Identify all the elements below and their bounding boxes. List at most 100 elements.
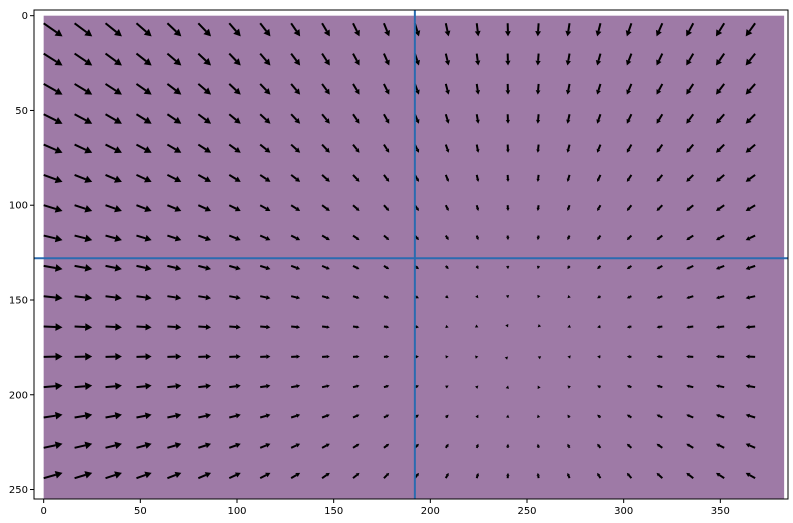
arrow <box>228 143 241 153</box>
arrow-shaft <box>321 444 328 449</box>
arrow <box>536 472 540 479</box>
arrow <box>260 324 271 330</box>
arrow-shaft <box>597 53 602 62</box>
arrow-shaft <box>260 385 267 389</box>
arrow-head <box>114 264 122 272</box>
arrow-shaft <box>228 52 237 62</box>
arrow-shaft <box>659 385 663 389</box>
arrow-head <box>686 177 691 182</box>
arrow <box>537 356 542 360</box>
arrow-head <box>475 294 479 299</box>
arrow-head <box>715 58 722 66</box>
arrow <box>228 204 241 212</box>
arrow <box>383 174 390 182</box>
arrow-head <box>505 323 509 328</box>
arrow <box>745 354 756 359</box>
arrow-head <box>324 118 330 124</box>
arrow-head <box>686 354 690 359</box>
arrow-head <box>566 149 571 153</box>
arrow-shaft <box>105 234 116 240</box>
arrow-head <box>144 234 152 242</box>
arrow <box>597 295 601 299</box>
arrow-head <box>626 472 631 477</box>
arrow <box>686 384 694 389</box>
arrow-shaft <box>567 235 571 238</box>
arrow-shaft <box>749 385 756 389</box>
arrow <box>259 413 271 419</box>
arrow <box>74 471 93 480</box>
arrow-shaft <box>719 325 725 329</box>
arrow-head <box>145 294 152 301</box>
arrow <box>229 383 241 389</box>
arrow <box>105 471 122 480</box>
arrow-head <box>656 207 661 211</box>
arrow-head <box>415 443 419 448</box>
arrow-head <box>235 235 241 241</box>
arrow <box>686 234 694 241</box>
arrow-head <box>235 294 241 300</box>
arrow-head <box>385 443 390 447</box>
arrow-shaft <box>475 144 479 150</box>
arrow <box>626 325 632 329</box>
arrow <box>656 83 664 95</box>
arrow-shaft <box>627 22 633 32</box>
arrow-shaft <box>228 83 237 92</box>
axes-frame <box>33 9 789 500</box>
arrow-head <box>384 29 391 37</box>
arrow <box>197 174 212 182</box>
arrow <box>352 472 360 479</box>
arrow-shaft <box>749 295 756 299</box>
arrow <box>567 265 571 270</box>
arrow <box>475 472 480 479</box>
arrow <box>445 414 449 419</box>
arrow-shaft <box>290 264 297 269</box>
arrow-head <box>656 236 660 241</box>
arrow-head <box>54 175 63 184</box>
vector-field <box>43 22 756 480</box>
arrow <box>745 234 756 241</box>
arrow-head <box>386 355 390 359</box>
arrow <box>43 323 63 331</box>
arrow <box>228 83 241 95</box>
arrow <box>259 174 271 182</box>
arrow-shaft <box>259 474 267 480</box>
arrow <box>626 472 633 479</box>
arrow-shaft <box>74 83 87 92</box>
arrow-shaft <box>718 143 725 151</box>
arrow-shaft <box>567 83 571 91</box>
arrow <box>686 113 695 124</box>
arrow <box>745 83 756 95</box>
arrow <box>656 443 663 449</box>
arrow-head <box>745 236 751 241</box>
arrow-head <box>596 178 601 182</box>
x-tick-label: 250 <box>517 506 536 517</box>
arrow-head <box>444 60 451 66</box>
arrow-head <box>234 176 241 182</box>
arrow-shaft <box>627 53 633 62</box>
arrow <box>197 234 212 242</box>
arrow <box>321 472 330 479</box>
arrow-shaft <box>135 113 147 121</box>
arrow <box>74 173 93 183</box>
arrow <box>167 294 182 301</box>
arrow-shaft <box>197 52 207 62</box>
arrow-head <box>505 119 510 124</box>
arrow-shaft <box>167 204 177 210</box>
arrow-head <box>54 471 63 479</box>
arrow <box>655 22 664 37</box>
arrow-shaft <box>444 174 449 180</box>
arrow <box>596 144 602 153</box>
arrow-shaft <box>719 295 725 299</box>
arrow-head <box>474 324 479 328</box>
arrow-head <box>686 295 690 300</box>
arrow <box>656 143 664 153</box>
arrow-shaft <box>352 204 358 210</box>
arrow <box>565 23 572 37</box>
arrow-shaft <box>749 325 756 329</box>
arrow-shaft <box>444 144 449 150</box>
arrow-shaft <box>197 234 207 240</box>
arrow-shaft <box>198 444 207 449</box>
arrow-shaft <box>228 444 237 449</box>
arrow <box>352 384 360 389</box>
arrow <box>290 264 301 270</box>
